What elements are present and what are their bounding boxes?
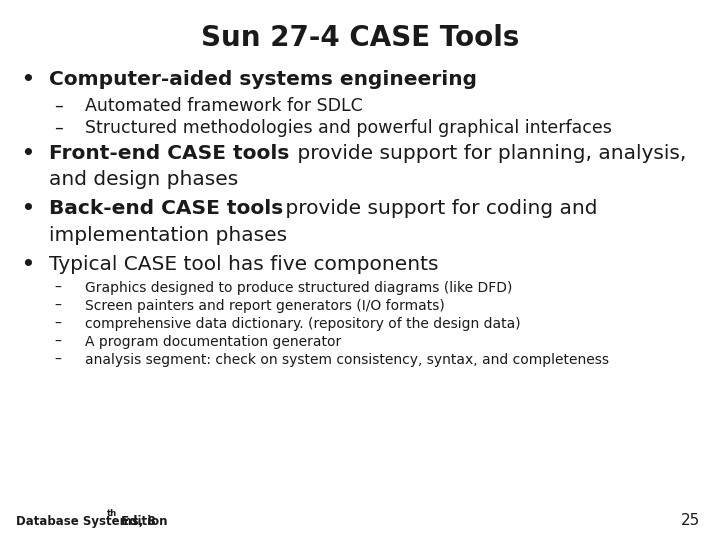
Text: Database Systems, 8: Database Systems, 8	[16, 515, 156, 528]
Text: –: –	[54, 317, 61, 331]
Text: Typical CASE tool has five components: Typical CASE tool has five components	[49, 255, 438, 274]
Text: –: –	[54, 335, 61, 349]
Text: –: –	[54, 353, 61, 367]
Text: –: –	[54, 299, 61, 313]
Text: th: th	[107, 509, 117, 518]
Text: provide support for planning, analysis,: provide support for planning, analysis,	[291, 144, 686, 163]
Text: Sun 27-4 CASE Tools: Sun 27-4 CASE Tools	[201, 24, 519, 52]
Text: –: –	[54, 119, 63, 137]
Text: comprehensive data dictionary. (repository of the design data): comprehensive data dictionary. (reposito…	[85, 317, 521, 331]
Text: provide support for coding and: provide support for coding and	[279, 199, 597, 218]
Text: –: –	[54, 281, 61, 295]
Text: Graphics designed to produce structured diagrams (like DFD): Graphics designed to produce structured …	[85, 281, 513, 295]
Text: Structured methodologies and powerful graphical interfaces: Structured methodologies and powerful gr…	[85, 119, 612, 137]
Text: •: •	[22, 70, 35, 89]
Text: •: •	[22, 199, 35, 218]
Text: •: •	[22, 255, 35, 274]
Text: Edition: Edition	[117, 515, 168, 528]
Text: •: •	[22, 144, 35, 163]
Text: Screen painters and report generators (I/O formats): Screen painters and report generators (I…	[85, 299, 445, 313]
Text: A program documentation generator: A program documentation generator	[85, 335, 341, 349]
Text: Front-end CASE tools: Front-end CASE tools	[49, 144, 289, 163]
Text: analysis segment: check on system consistency, syntax, and completeness: analysis segment: check on system consis…	[85, 353, 609, 367]
Text: implementation phases: implementation phases	[49, 226, 287, 245]
Text: –: –	[54, 97, 63, 114]
Text: Back-end CASE tools: Back-end CASE tools	[49, 199, 283, 218]
Text: 25: 25	[680, 513, 700, 528]
Text: Computer-aided systems engineering: Computer-aided systems engineering	[49, 70, 477, 89]
Text: and design phases: and design phases	[49, 170, 238, 189]
Text: Automated framework for SDLC: Automated framework for SDLC	[85, 97, 363, 114]
